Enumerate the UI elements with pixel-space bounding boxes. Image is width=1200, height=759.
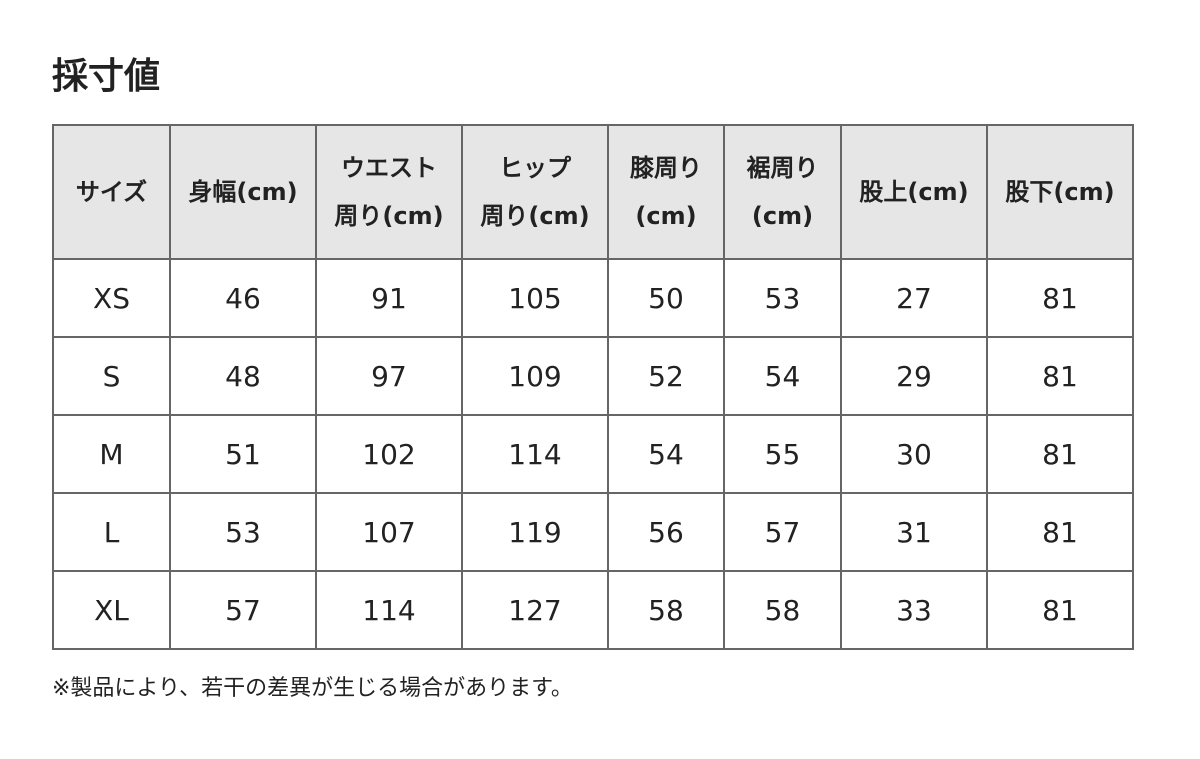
value-cell: 81 <box>986 258 1134 338</box>
value-cell: 46 <box>169 258 317 338</box>
column-header-text: 身幅(cm) <box>188 178 298 206</box>
column-header: 裾周り (cm) <box>723 124 842 260</box>
value-cell: 81 <box>986 570 1134 650</box>
table-row: S 48 97 109 52 54 29 81 <box>52 336 1134 416</box>
size-cell: L <box>52 492 171 572</box>
column-header-text: 周り(cm) <box>480 202 590 230</box>
column-header-text: 周り(cm) <box>334 202 444 230</box>
value-cell: 127 <box>461 570 609 650</box>
value-cell: 58 <box>723 570 842 650</box>
value-cell: 105 <box>461 258 609 338</box>
value-cell: 31 <box>840 492 988 572</box>
value-cell: 109 <box>461 336 609 416</box>
value-cell: 56 <box>607 492 725 572</box>
column-header: 股上(cm) <box>840 124 988 260</box>
value-cell: 57 <box>723 492 842 572</box>
value-cell: 57 <box>169 570 317 650</box>
value-cell: 53 <box>169 492 317 572</box>
value-cell: 91 <box>315 258 463 338</box>
value-cell: 54 <box>723 336 842 416</box>
column-header: 膝周り (cm) <box>607 124 725 260</box>
value-cell: 114 <box>461 414 609 494</box>
column-header-text: 膝周り <box>630 154 702 182</box>
column-header: ウエスト周り(cm) <box>315 124 463 260</box>
value-cell: 114 <box>315 570 463 650</box>
column-header-text: (cm) <box>751 202 814 230</box>
disclaimer-note: ※製品により、若干の差異が生じる場合があります。 <box>52 676 573 701</box>
value-cell: 30 <box>840 414 988 494</box>
value-cell: 29 <box>840 336 988 416</box>
column-header-text: 裾周り <box>746 154 819 182</box>
size-cell: XL <box>52 570 171 650</box>
value-cell: 81 <box>986 414 1134 494</box>
value-cell: 53 <box>723 258 842 338</box>
column-header-text: サイズ <box>75 178 148 206</box>
value-cell: 55 <box>723 414 842 494</box>
column-header-text: ウエスト <box>341 154 437 182</box>
value-cell: 51 <box>169 414 317 494</box>
value-cell: 119 <box>461 492 609 572</box>
size-table: サイズ 身幅(cm) ウエスト 周り(cm) ヒップ 周り(cm) 膝周り (cm) 裾周り (c… <box>52 124 1134 650</box>
value-cell: 97 <box>315 336 463 416</box>
value-cell: 81 <box>986 336 1134 416</box>
value-cell: 27 <box>840 258 988 338</box>
value-cell: 102 <box>315 414 463 494</box>
column-header: 身幅(cm) <box>169 124 317 260</box>
value-cell: 107 <box>315 492 463 572</box>
value-cell: 33 <box>840 570 988 650</box>
value-cell: 54 <box>607 414 725 494</box>
table-row: M 51 102 114 54 55 30 81 <box>52 414 1134 494</box>
column-header: ヒップ周り(cm) <box>461 124 609 260</box>
table-row: XS 46 91 105 50 53 27 81 <box>52 258 1134 338</box>
value-cell: 48 <box>169 336 317 416</box>
size-cell: XS <box>52 258 171 338</box>
table-row: L 53 107 119 56 57 31 81 <box>52 492 1134 572</box>
column-header-text: 股下(cm) <box>1005 178 1115 206</box>
column-header: サイズ <box>52 124 171 260</box>
column-header-text: ヒップ <box>499 154 571 182</box>
size-cell: M <box>52 414 171 494</box>
value-cell: 50 <box>607 258 725 338</box>
value-cell: 58 <box>607 570 725 650</box>
size-cell: S <box>52 336 171 416</box>
page-title: 採寸値 <box>52 56 161 97</box>
column-header-text: (cm) <box>635 202 697 230</box>
column-header: 股下(cm) <box>986 124 1134 260</box>
column-header-text: 股上(cm) <box>859 178 969 206</box>
value-cell: 81 <box>986 492 1134 572</box>
table-row: XL 57 114 127 58 58 33 81 <box>52 570 1134 650</box>
value-cell: 52 <box>607 336 725 416</box>
header-row: サイズ 身幅(cm) ウエスト 周り(cm) ヒップ 周り(cm) 膝周り (cm) 裾周り (c… <box>52 124 1134 260</box>
